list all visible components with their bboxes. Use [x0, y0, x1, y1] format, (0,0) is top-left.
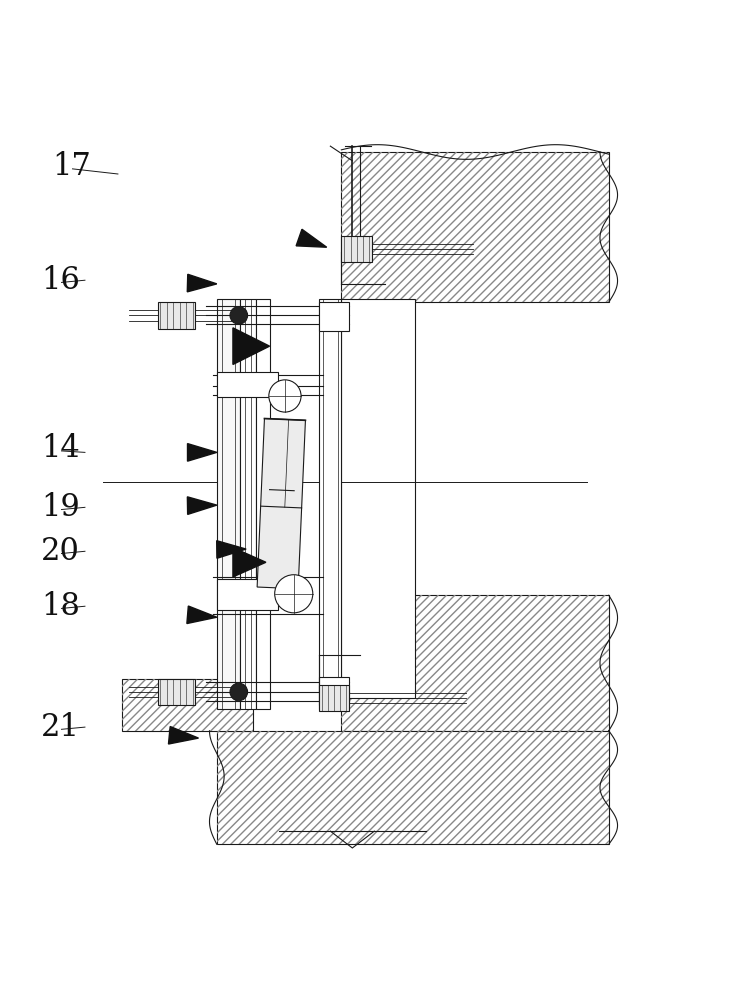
Circle shape [230, 683, 247, 701]
Polygon shape [257, 419, 305, 589]
Polygon shape [233, 548, 266, 577]
Bar [159, 302, 195, 329]
Polygon shape [217, 541, 246, 558]
Bar [240, 299, 255, 709]
Bar [319, 299, 341, 709]
Bar [341, 595, 608, 731]
Bar [159, 679, 195, 705]
Text: 20: 20 [41, 536, 80, 567]
Bar [319, 685, 349, 711]
Bar [319, 677, 349, 705]
Circle shape [269, 380, 301, 412]
Text: 19: 19 [41, 492, 80, 523]
Bar [217, 579, 277, 610]
Bar [341, 299, 415, 698]
Bar [217, 299, 240, 709]
Bar [122, 679, 253, 731]
Bar [341, 236, 372, 262]
Polygon shape [187, 274, 217, 292]
Text: 16: 16 [41, 265, 80, 296]
Polygon shape [233, 328, 269, 364]
Text: 17: 17 [52, 151, 91, 182]
Polygon shape [169, 727, 198, 744]
Polygon shape [187, 497, 217, 514]
Polygon shape [187, 444, 217, 461]
Bar [122, 679, 253, 731]
Bar [341, 152, 608, 302]
Text: 14: 14 [41, 433, 80, 464]
Text: 21: 21 [41, 712, 80, 743]
Bar [217, 731, 608, 844]
Text: 18: 18 [41, 591, 80, 622]
Polygon shape [296, 229, 327, 247]
Bar [255, 299, 270, 709]
Circle shape [275, 575, 313, 613]
Bar [217, 372, 277, 397]
Polygon shape [187, 606, 217, 624]
Bar [341, 152, 608, 302]
Bar [217, 731, 608, 844]
Bar [341, 595, 608, 731]
Bar [319, 302, 349, 331]
Circle shape [230, 307, 247, 324]
